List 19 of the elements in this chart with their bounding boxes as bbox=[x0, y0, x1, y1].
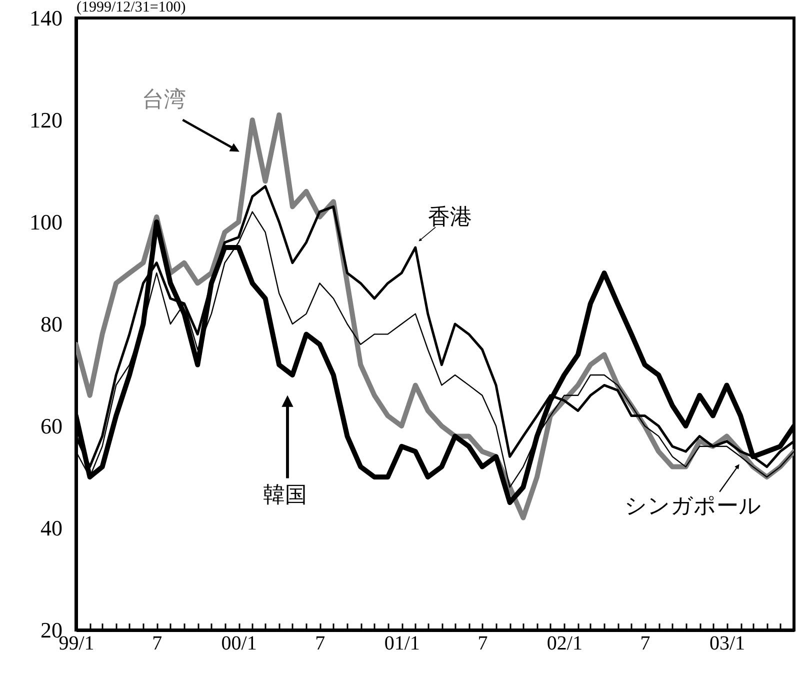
y-tick-label: 40 bbox=[40, 516, 62, 540]
y-axis-title: (1999/12/31=100) bbox=[76, 0, 186, 16]
y-tick-label: 100 bbox=[30, 210, 62, 234]
x-tick-label: 03/1 bbox=[709, 632, 746, 654]
x-tick-label: 02/1 bbox=[546, 632, 582, 654]
x-tick-label: 7 bbox=[152, 632, 162, 654]
legend-label: シンガポール bbox=[624, 494, 762, 520]
y-tick-label: 60 bbox=[40, 414, 62, 438]
text: 韓国 bbox=[262, 482, 307, 508]
x-tick-label: 00/1 bbox=[221, 632, 257, 654]
x-tick-label: 01/1 bbox=[384, 632, 420, 654]
series-label: 香港 bbox=[428, 204, 472, 230]
text: 台湾 bbox=[142, 88, 186, 113]
y-tick-label: 120 bbox=[30, 108, 62, 132]
x-tick-label: 7 bbox=[315, 632, 326, 654]
x-tick-label: 7 bbox=[640, 632, 650, 654]
y-tick-label: 140 bbox=[30, 6, 62, 30]
y-tick-label: 80 bbox=[40, 312, 62, 336]
x-tick-label: 7 bbox=[478, 632, 488, 654]
